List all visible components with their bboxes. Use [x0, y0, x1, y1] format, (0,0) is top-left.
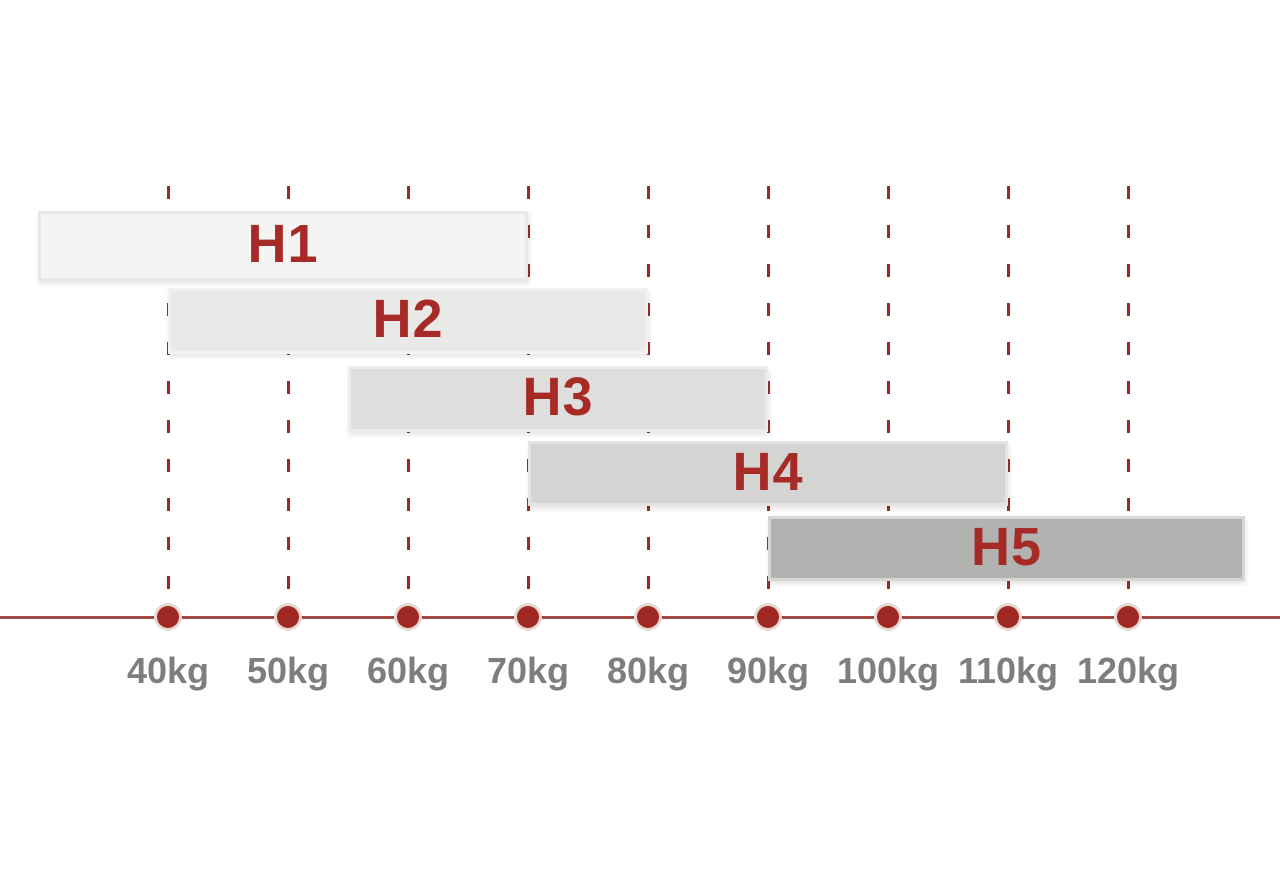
axis-dot-80kg — [637, 606, 659, 628]
dashed-gridline-90kg — [766, 186, 770, 604]
bar-label-h2: H2 — [372, 289, 444, 349]
bar-label-h3: H3 — [522, 367, 594, 427]
tick-label-110kg: 110kg — [957, 650, 1059, 691]
tick-label-50kg: 50kg — [246, 650, 330, 691]
tick-label-60kg: 60kg — [366, 650, 450, 691]
axis-dot-60kg — [397, 606, 419, 628]
tick-label-80kg: 80kg — [606, 650, 690, 691]
dashed-gridline-110kg — [1006, 186, 1010, 604]
axis-dot-50kg — [277, 606, 299, 628]
tick-label-40kg: 40kg — [126, 650, 210, 691]
range-bar-h1: H1 — [38, 211, 528, 281]
axis-dot-40kg — [157, 606, 179, 628]
axis-dot-120kg — [1117, 606, 1139, 628]
dashed-gridline-50kg — [286, 186, 290, 604]
tick-label-70kg: 70kg — [486, 650, 570, 691]
bar-label-h5: H5 — [970, 516, 1043, 577]
axis-dot-100kg — [877, 606, 899, 628]
range-bar-h3: H3 — [348, 366, 768, 432]
dashed-gridline-120kg — [1126, 186, 1130, 604]
range-bar-h2: H2 — [168, 288, 648, 354]
dashed-gridline-100kg — [886, 186, 890, 604]
range-bar-h4: H4 — [528, 441, 1008, 506]
tick-label-90kg: 90kg — [726, 650, 810, 691]
range-bar-h5: H5 — [768, 516, 1245, 581]
axis-dot-70kg — [517, 606, 539, 628]
bar-label-h4: H4 — [732, 441, 804, 502]
tick-label-120kg: 120kg — [1076, 650, 1180, 691]
axis-dot-110kg — [997, 606, 1019, 628]
tick-label-100kg: 100kg — [836, 650, 940, 691]
bar-label-h1: H1 — [247, 214, 319, 274]
dashed-gridline-40kg — [166, 186, 170, 604]
axis-dot-90kg — [757, 606, 779, 628]
